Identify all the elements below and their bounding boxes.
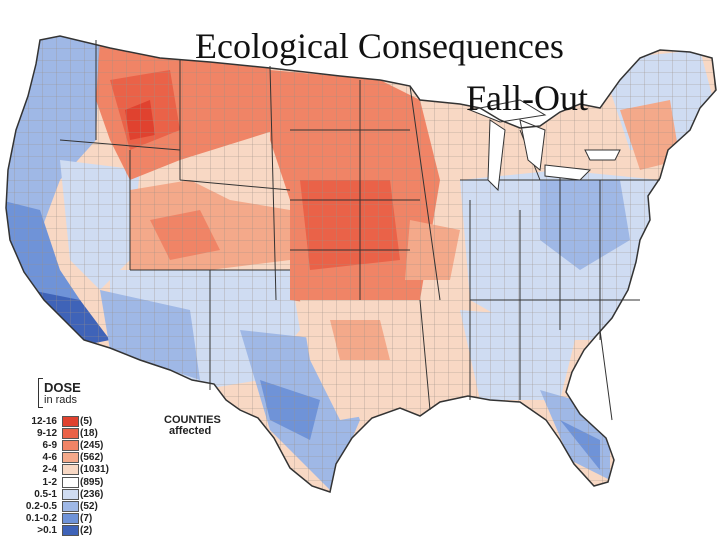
legend-count: (1031) — [80, 464, 109, 476]
legend-range: 2-4 — [42, 464, 57, 476]
legend-count: (236) — [80, 488, 104, 500]
legend-count: (895) — [80, 476, 104, 488]
legend-count: (7) — [80, 512, 93, 524]
title-line-1: Ecological Consequences — [195, 26, 564, 66]
legend-range: 9-12 — [36, 428, 57, 440]
legend-swatch — [62, 452, 79, 464]
legend-heading: DOSE in rads — [44, 380, 81, 406]
legend-swatch — [62, 488, 79, 500]
legend: DOSE in rads COUNTIES affected 12-16 (5) 9… — [0, 372, 230, 540]
legend-swatch — [62, 464, 79, 476]
legend-count: (18) — [80, 428, 98, 440]
legend-range: 6-9 — [42, 440, 57, 452]
title-line-2: Fall-Out — [466, 78, 588, 118]
legend-range: 0.1-0.2 — [25, 512, 57, 524]
legend-swatch — [62, 440, 79, 452]
legend-heading-units: in rads — [44, 394, 78, 406]
legend-count: (562) — [80, 452, 104, 464]
legend-range: 1-2 — [42, 476, 57, 488]
legend-range: 12-16 — [31, 416, 57, 427]
legend-count: (5) — [80, 416, 93, 427]
legend-counties-heading: COUNTIES affected — [164, 415, 221, 437]
great-lakes — [468, 99, 621, 192]
legend-swatch — [62, 512, 79, 524]
legend-heading-dose: DOSE — [44, 380, 81, 395]
legend-range: 0.2-0.5 — [25, 500, 57, 512]
legend-swatch — [62, 500, 79, 512]
counties-label: COUNTIES — [164, 414, 221, 426]
legend-count: (2) — [80, 524, 93, 536]
legend-bracket — [38, 378, 43, 408]
legend-count: (245) — [80, 440, 104, 452]
legend-swatch — [62, 428, 79, 440]
legend-swatch — [62, 476, 79, 488]
legend-count: (52) — [80, 500, 98, 512]
legend-swatch — [62, 524, 79, 536]
legend-range: 4-6 — [42, 452, 57, 464]
legend-range: 0.5-1 — [34, 488, 57, 500]
legend-swatch — [62, 416, 79, 427]
counties-sub-label: affected — [169, 425, 212, 437]
legend-range: >0.1 — [37, 524, 57, 536]
